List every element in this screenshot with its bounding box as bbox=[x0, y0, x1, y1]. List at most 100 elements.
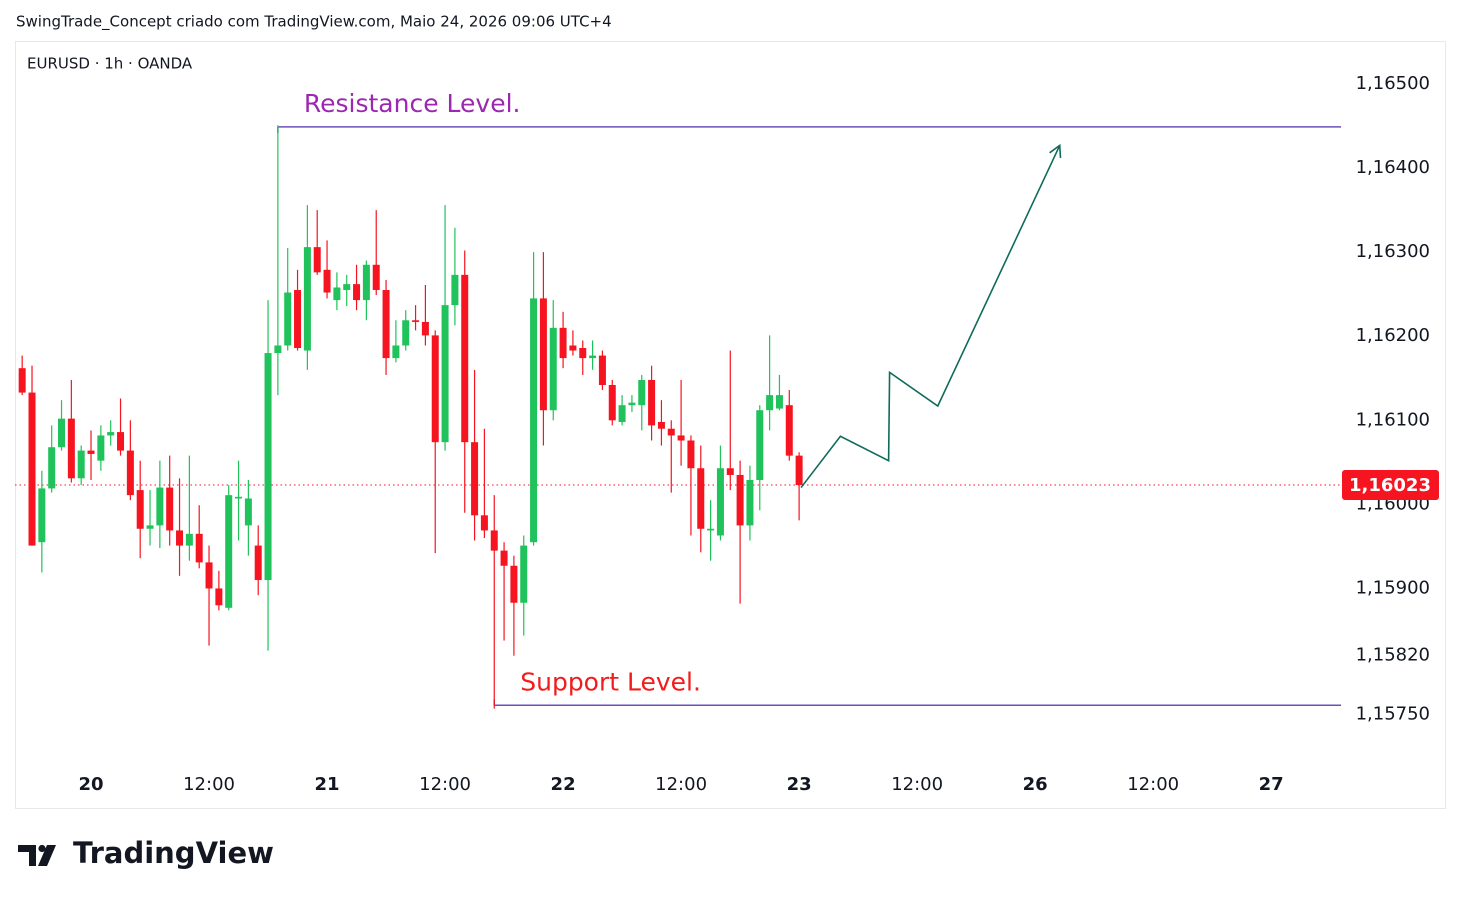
candle-body bbox=[756, 410, 764, 481]
candle-body bbox=[136, 490, 144, 529]
x-tick-label: 21 bbox=[315, 774, 340, 795]
candle-body bbox=[166, 487, 174, 531]
candle-body bbox=[618, 405, 626, 422]
y-tick-label: 1,15900 bbox=[1356, 577, 1430, 598]
candle-body bbox=[18, 368, 26, 393]
candle-body bbox=[362, 264, 370, 301]
candle-body bbox=[421, 321, 429, 336]
candle-body bbox=[28, 392, 36, 546]
candle-body bbox=[598, 355, 606, 386]
candle-body bbox=[549, 327, 557, 411]
candle-body bbox=[412, 320, 420, 322]
candle-body bbox=[58, 418, 66, 448]
y-tick-label: 1,16100 bbox=[1356, 409, 1430, 430]
candle-body bbox=[569, 345, 577, 351]
caption: SwingTrade_Concept criado com TradingVie… bbox=[16, 13, 612, 32]
candle-body bbox=[667, 428, 675, 436]
candle-body bbox=[480, 515, 488, 531]
x-tick-label: 12:00 bbox=[419, 774, 471, 795]
level-label: Support Level. bbox=[520, 667, 701, 696]
candle-body bbox=[471, 442, 479, 516]
candle-body bbox=[736, 474, 744, 526]
candle-body bbox=[176, 530, 184, 546]
y-tick-label: 1,15820 bbox=[1356, 645, 1430, 666]
candle-body bbox=[775, 395, 783, 409]
candle-body bbox=[539, 298, 547, 411]
last-price-label: 1,16023 bbox=[1349, 475, 1431, 496]
x-tick-label: 20 bbox=[78, 774, 103, 795]
candle-body bbox=[235, 496, 243, 499]
level-label: Resistance Level. bbox=[304, 89, 521, 118]
y-tick-label: 1,16200 bbox=[1356, 325, 1430, 346]
candle-body bbox=[48, 447, 56, 489]
candle-body bbox=[205, 562, 213, 589]
candle-body bbox=[589, 355, 597, 359]
candle-body bbox=[185, 533, 193, 546]
candle-body bbox=[638, 379, 646, 406]
candle-body bbox=[500, 550, 508, 566]
candle-body bbox=[323, 269, 331, 293]
candle-body bbox=[402, 320, 410, 346]
candle-body bbox=[716, 468, 724, 536]
last-price-tag bbox=[1342, 470, 1439, 501]
x-tick-label: 22 bbox=[551, 774, 576, 795]
candle-body bbox=[579, 348, 587, 359]
candle-body bbox=[510, 565, 518, 603]
candle-body bbox=[343, 284, 351, 291]
candle-body bbox=[795, 455, 803, 486]
candle-body bbox=[225, 495, 233, 608]
candle-body bbox=[313, 247, 321, 273]
candle-body bbox=[38, 488, 46, 543]
candle-body bbox=[608, 385, 616, 421]
y-tick-label: 1,16400 bbox=[1356, 157, 1430, 178]
candle-body bbox=[117, 432, 125, 451]
x-tick-label: 12:00 bbox=[655, 774, 707, 795]
candle-body bbox=[648, 379, 656, 426]
candle-body bbox=[697, 468, 705, 529]
candle-body bbox=[284, 292, 292, 346]
candle-body bbox=[530, 298, 538, 543]
candle-body bbox=[726, 468, 734, 475]
x-tick-label: 12:00 bbox=[183, 774, 235, 795]
candle-body bbox=[451, 274, 459, 306]
candle-body bbox=[254, 545, 262, 581]
candle-body bbox=[687, 440, 695, 469]
candle-body bbox=[559, 327, 567, 359]
y-tick-label: 1,16500 bbox=[1356, 73, 1430, 94]
candle-body bbox=[461, 274, 469, 443]
symbol-title: EURUSD · 1h · OANDA bbox=[27, 55, 193, 73]
candle-body bbox=[87, 450, 95, 454]
candle-body bbox=[746, 480, 754, 526]
x-tick-label: 12:00 bbox=[891, 774, 943, 795]
candle-body bbox=[441, 305, 449, 443]
candle-body bbox=[785, 405, 793, 456]
brand-logo bbox=[18, 844, 56, 866]
projection-path bbox=[800, 143, 1062, 489]
candle-body bbox=[67, 418, 75, 479]
candle-body bbox=[107, 432, 115, 436]
candle-body bbox=[520, 545, 528, 603]
candle-body bbox=[303, 247, 311, 351]
candle-body bbox=[677, 435, 685, 441]
candle-body bbox=[195, 533, 203, 563]
candle-body bbox=[490, 530, 498, 551]
x-tick-label: 23 bbox=[787, 774, 812, 795]
candle-body bbox=[77, 450, 85, 479]
brand-name: TradingView bbox=[73, 836, 274, 870]
candle-body bbox=[274, 345, 282, 354]
candle-body bbox=[431, 335, 439, 443]
y-tick-label: 1,15750 bbox=[1356, 704, 1430, 725]
candle-body bbox=[657, 421, 665, 429]
y-tick-label: 1,16300 bbox=[1356, 241, 1430, 262]
candle-body bbox=[392, 345, 400, 359]
candle-body bbox=[156, 487, 164, 526]
candle-body bbox=[333, 287, 341, 301]
candle-body bbox=[353, 284, 361, 301]
candle-body bbox=[97, 435, 105, 461]
x-tick-label: 12:00 bbox=[1127, 774, 1179, 795]
candle-body bbox=[707, 528, 715, 531]
candle-body bbox=[628, 402, 636, 406]
x-tick-label: 27 bbox=[1259, 774, 1284, 795]
x-tick-label: 26 bbox=[1023, 774, 1048, 795]
